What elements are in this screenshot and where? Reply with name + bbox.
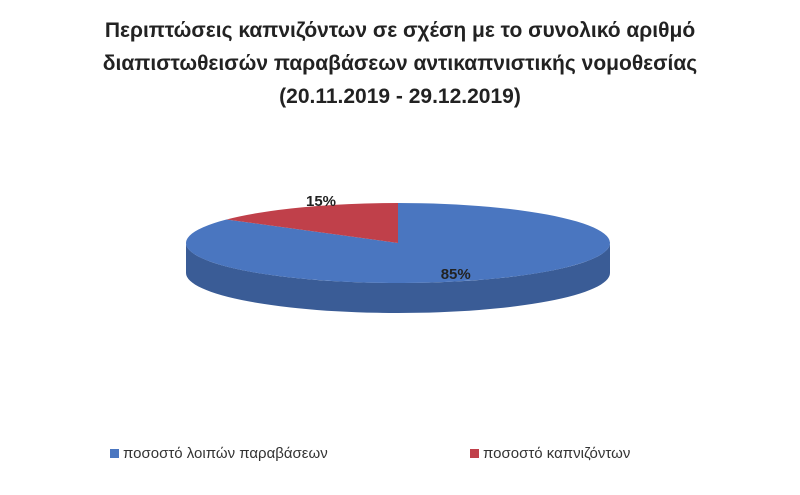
legend-swatch xyxy=(110,449,119,458)
data-label: 15% xyxy=(306,193,336,210)
pie-slice xyxy=(226,203,398,243)
chart-title: Περιπτώσεις καπνιζόντων σε σχέση με το σ… xyxy=(102,19,698,108)
data-label: 85% xyxy=(441,266,471,283)
legend-label: ποσοστό λοιπών παραβάσεων xyxy=(123,445,328,462)
legend-swatch xyxy=(470,449,479,458)
legend-label: ποσοστό καπνιζόντων xyxy=(483,445,630,462)
pie-side xyxy=(186,243,610,313)
pie-slice xyxy=(185,203,610,283)
